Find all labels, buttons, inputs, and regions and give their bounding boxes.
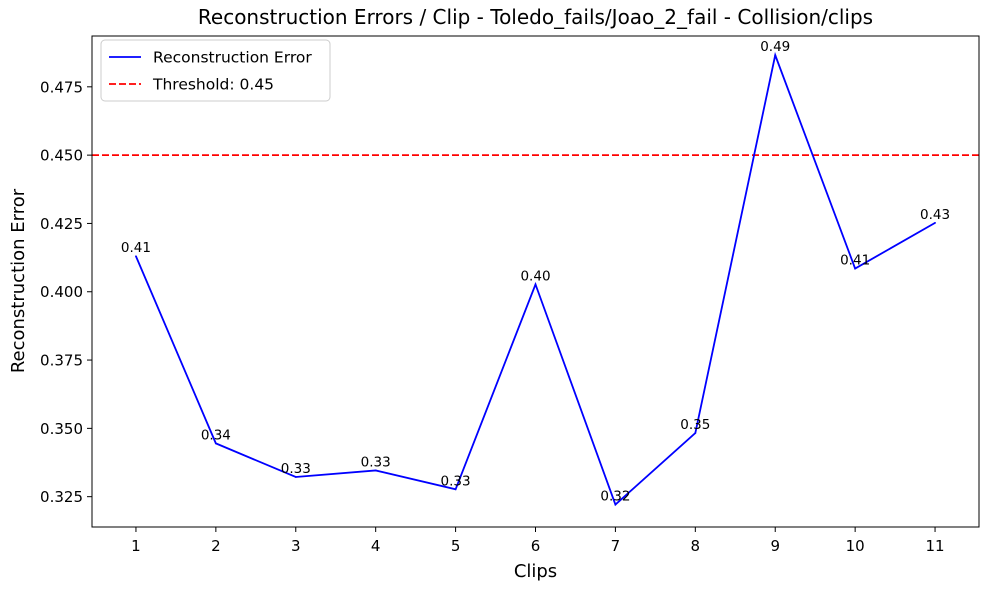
y-tick-label: 0.375: [40, 352, 83, 370]
data-label: 0.34: [201, 427, 231, 443]
x-tick-label: 2: [211, 537, 221, 555]
data-point: [294, 476, 297, 478]
chart-title: Reconstruction Errors / Clip - Toledo_fa…: [198, 5, 873, 29]
legend-box: [100, 39, 331, 102]
data-label: 0.33: [441, 473, 471, 489]
legend-label-threshold: Threshold: 0.45: [152, 76, 274, 94]
data-point: [614, 503, 617, 506]
series-layer: [135, 51, 936, 507]
x-tick-label: 1: [131, 537, 141, 555]
y-axis: 0.325 0.350 0.375 0.400 0.425 0.450 0.475: [40, 78, 92, 506]
data-label: 0.43: [920, 207, 950, 223]
plot-area: 0.41 0.34 0.33 0.33 0.33 0.40 0.32 0.35 0.49 0.41…: [91, 35, 980, 528]
y-tick-label: 0.475: [40, 78, 83, 96]
data-label: 0.33: [281, 461, 311, 477]
y-tick-label: 0.325: [40, 488, 83, 506]
x-axis: 1 2 3 4 5 6 7 8 9 10 11: [131, 527, 945, 555]
x-axis-title: Clips: [514, 561, 557, 582]
x-tick-label: 11: [926, 537, 945, 555]
data-label: 0.32: [600, 489, 630, 505]
x-tick-label: 7: [611, 537, 621, 555]
data-point: [214, 442, 217, 445]
y-tick-label: 0.350: [40, 420, 83, 438]
x-tick-label: 6: [531, 537, 541, 555]
y-tick-label: 0.450: [40, 147, 83, 165]
data-point: [854, 267, 857, 270]
legend: Reconstruction Error Threshold: 0.45: [100, 39, 331, 102]
data-point: [934, 221, 936, 224]
x-tick-label: 3: [291, 537, 301, 555]
data-label: 0.40: [520, 268, 550, 284]
data-point: [454, 488, 457, 491]
data-label: 0.33: [361, 454, 391, 470]
data-point: [374, 469, 377, 472]
y-tick-label: 0.400: [40, 283, 83, 301]
data-label: 0.35: [680, 417, 710, 433]
data-point: [135, 255, 137, 258]
data-point: [694, 432, 697, 434]
data-label: 0.41: [840, 253, 870, 269]
x-tick-label: 5: [451, 537, 461, 555]
x-tick-label: 8: [691, 537, 701, 555]
x-tick-label: 4: [371, 537, 381, 555]
data-label: 0.41: [121, 240, 151, 256]
legend-label-series: Reconstruction Error: [153, 49, 312, 67]
data-labels-layer: 0.41 0.34 0.33 0.33 0.33 0.40 0.32 0.35 0.49 0.41…: [121, 39, 950, 504]
x-tick-label: 10: [846, 537, 865, 555]
data-label: 0.49: [760, 39, 790, 55]
y-tick-label: 0.425: [40, 215, 83, 233]
x-tick-label: 9: [770, 537, 780, 555]
data-point: [534, 283, 537, 286]
data-point: [774, 54, 777, 57]
y-axis-title: Reconstruction Error: [8, 188, 29, 373]
